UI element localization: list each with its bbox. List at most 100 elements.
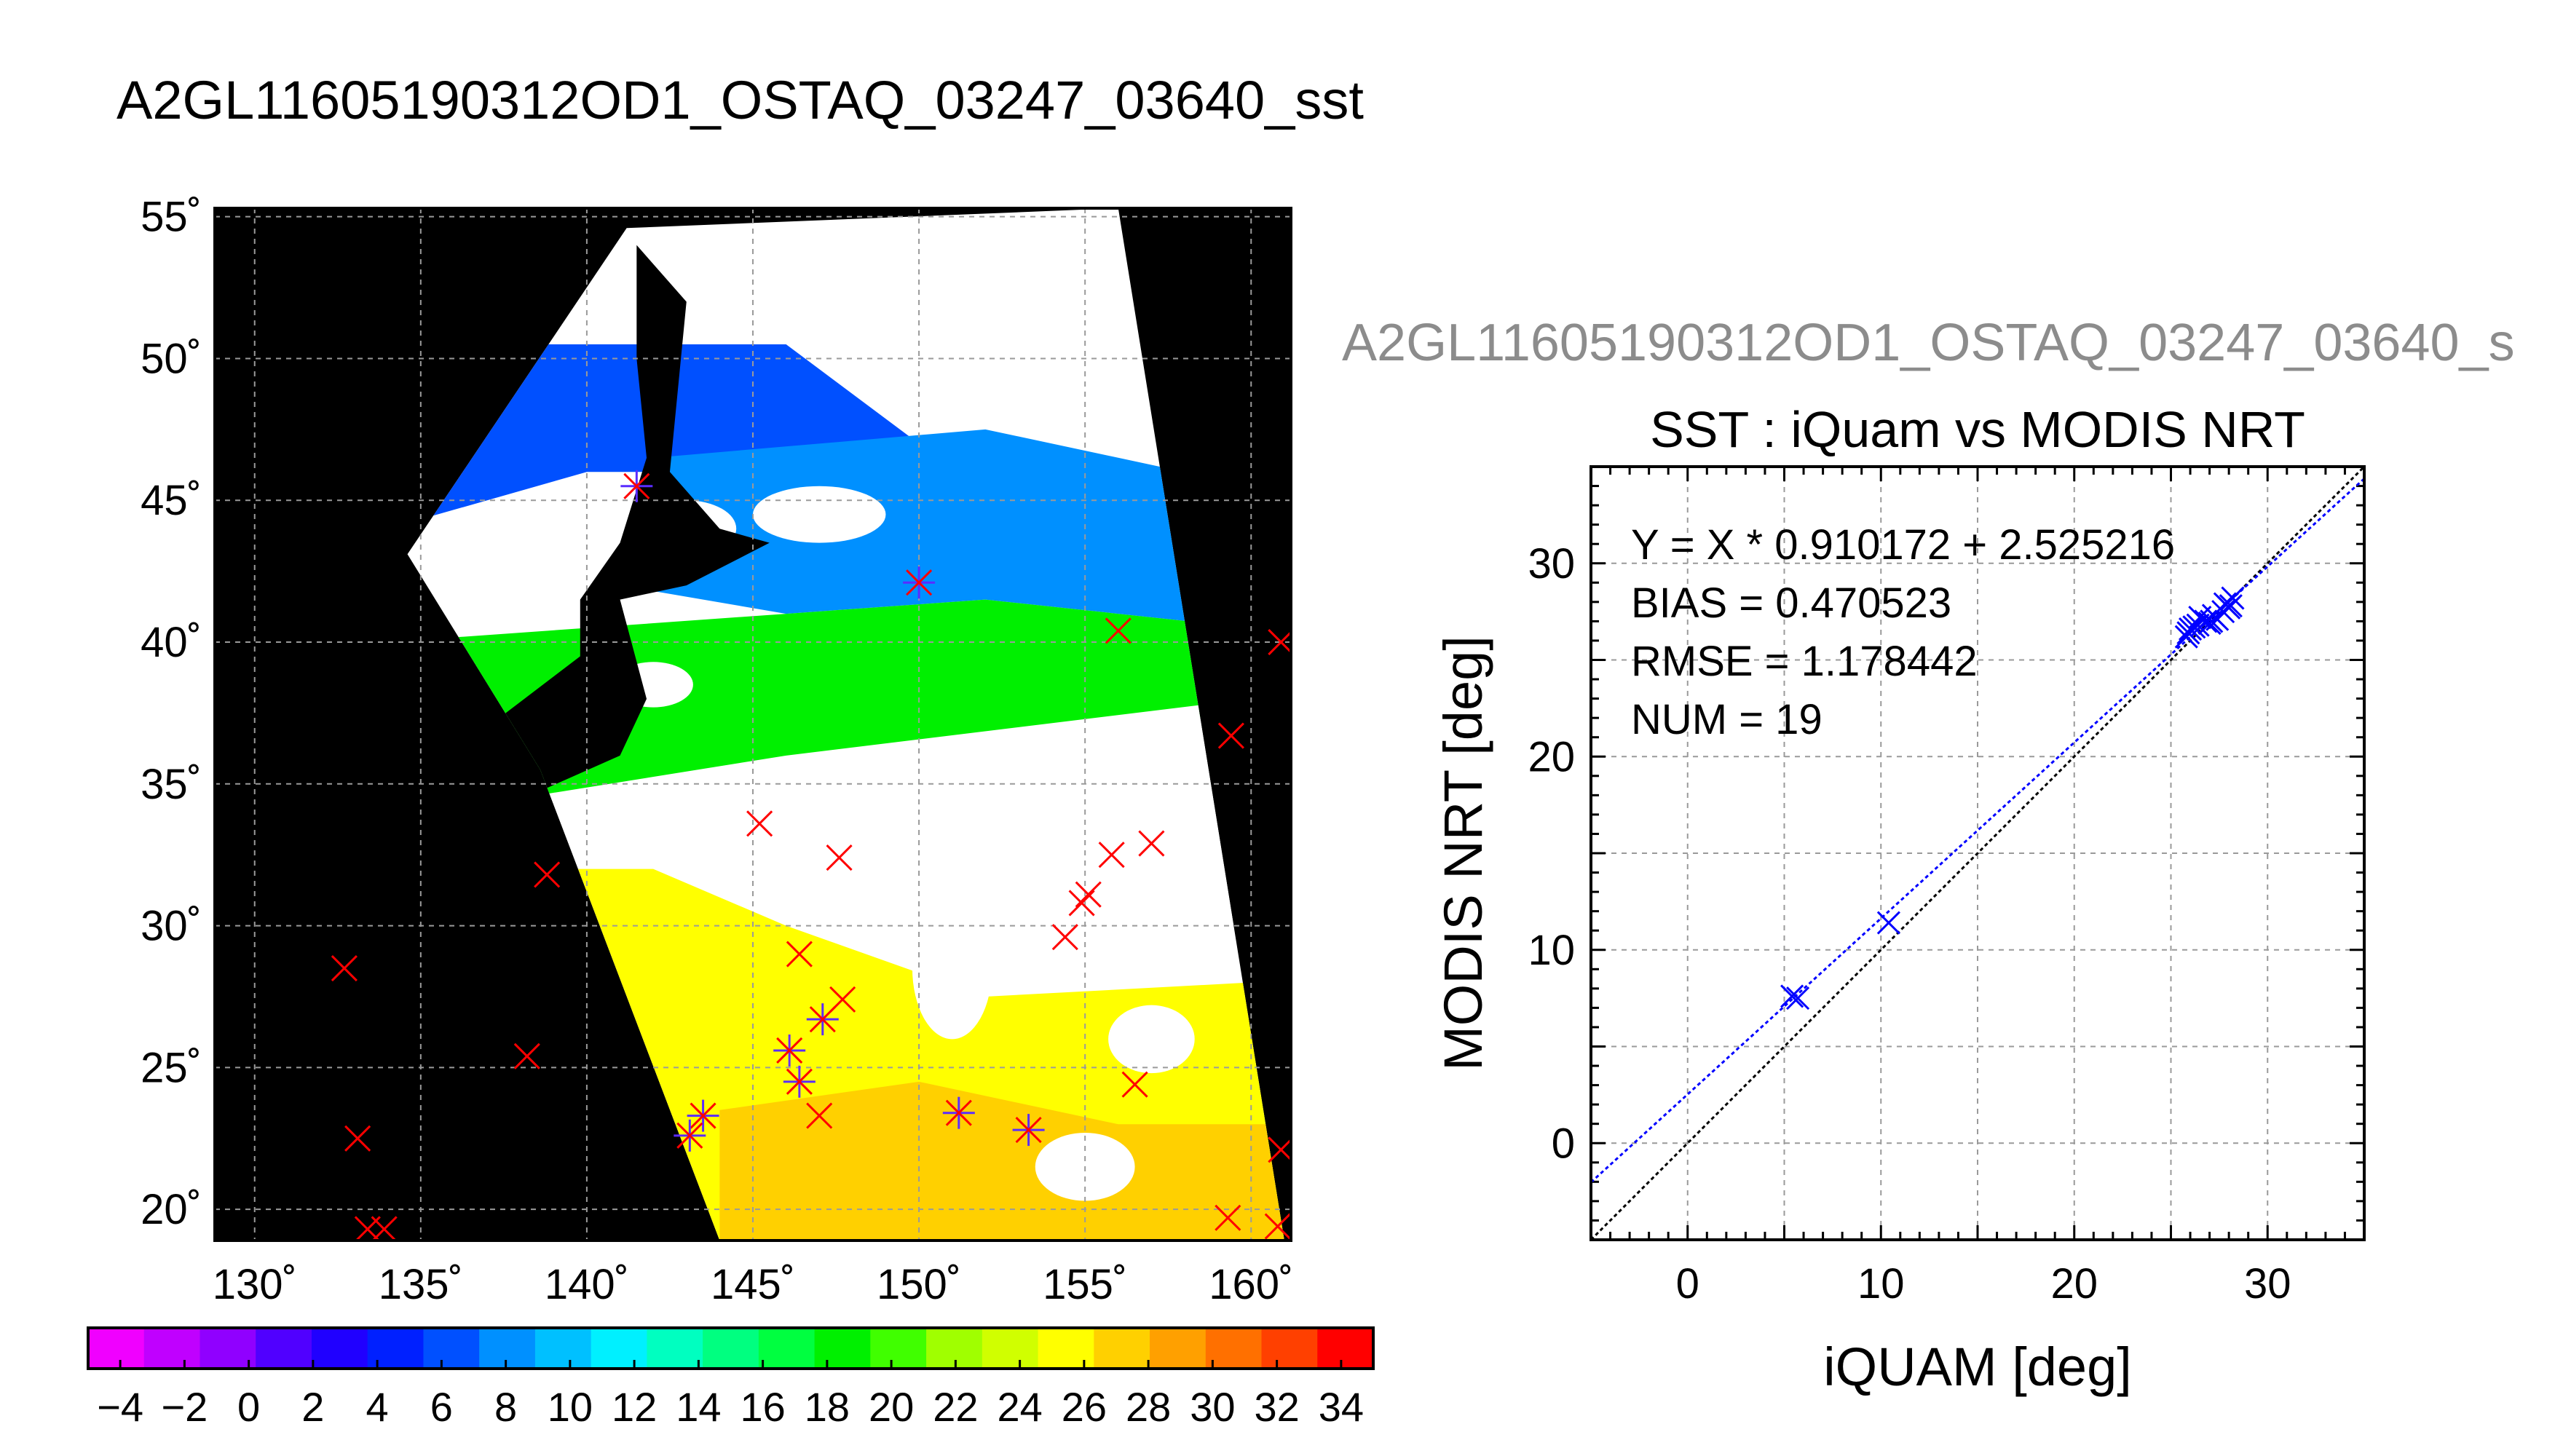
match-point <box>1051 924 1078 951</box>
colorbar-tick-label: 20 <box>869 1384 914 1430</box>
colorbar-segment <box>143 1328 201 1369</box>
colorbar-segment <box>1094 1328 1151 1369</box>
colorbar-tick-label: 30 <box>1190 1384 1235 1430</box>
colorbar-tick-label: 16 <box>740 1384 785 1430</box>
colorbar-tick-label: 12 <box>612 1384 657 1430</box>
match-point <box>344 1125 371 1152</box>
map-ytick-label: 40˚ <box>141 619 202 666</box>
match-point <box>826 844 853 871</box>
colorbar-segment <box>1038 1328 1095 1369</box>
colorbar-tick-label: 24 <box>997 1384 1042 1430</box>
colorbar-segment <box>311 1328 368 1369</box>
match-point <box>746 810 773 837</box>
match-point <box>1268 628 1291 656</box>
match-point <box>776 1037 803 1064</box>
scatter-xtick-label: 0 <box>1676 1260 1699 1307</box>
match-point <box>690 1102 716 1129</box>
match-point <box>1105 617 1132 644</box>
scatter-annotation: RMSE = 1.178442 <box>1631 638 1978 685</box>
colorbar-tick-label: 26 <box>1062 1384 1107 1430</box>
colorbar-segment <box>367 1328 424 1369</box>
map-xtick-label: 150˚ <box>877 1261 961 1308</box>
scatter-point <box>2176 621 2200 645</box>
colorbar-segment <box>423 1328 481 1369</box>
match-point <box>1264 1213 1291 1240</box>
match-point <box>806 1102 833 1129</box>
match-point <box>371 1216 398 1241</box>
colorbar-tick-label: 14 <box>676 1384 721 1430</box>
sst-region-north-pacific <box>620 429 1252 628</box>
match-point <box>786 1068 813 1095</box>
colorbar-tick-label: −2 <box>161 1384 208 1430</box>
scatter-xtick-label: 30 <box>2244 1260 2291 1307</box>
colorbar-segment <box>479 1328 536 1369</box>
colorbar-tick-label: 0 <box>237 1384 260 1430</box>
colorbar-tick-label: 22 <box>933 1384 978 1430</box>
scatter-point <box>2178 617 2203 641</box>
scatter-xtick-label: 10 <box>1857 1260 1905 1307</box>
cloud-patch-1 <box>952 769 1152 855</box>
map-ytick-label: 25˚ <box>141 1044 202 1091</box>
colorbar-segment <box>88 1328 145 1369</box>
scatter-point <box>2186 613 2210 637</box>
match-point <box>945 1099 972 1126</box>
colorbar-tick-label: 34 <box>1319 1384 1364 1430</box>
scatter-annotation: NUM = 19 <box>1631 696 1823 743</box>
match-point <box>1215 1204 1241 1231</box>
match-point <box>1268 1136 1291 1163</box>
colorbar-tick-label: −4 <box>97 1384 143 1430</box>
scatter-title: SST : iQuam vs MODIS NRT <box>1650 401 2305 458</box>
match-point <box>331 954 358 982</box>
scatter-annotation: BIAS = 0.470523 <box>1631 579 1951 627</box>
cloud-patch-0 <box>769 806 936 875</box>
scatter-annotation: Y = X * 0.910172 + 2.525216 <box>1631 521 2175 569</box>
scatter-point <box>1786 986 1810 1010</box>
colorbar-tick-label: 32 <box>1254 1384 1299 1430</box>
colorbar-segment <box>1261 1328 1319 1369</box>
cloud-patch-3 <box>1108 1005 1195 1074</box>
colorbar-segment <box>591 1328 648 1369</box>
map-ytick-label: 45˚ <box>141 477 202 524</box>
match-point <box>809 1006 836 1033</box>
scatter-ylabel: MODIS NRT [deg] <box>1433 636 1493 1071</box>
map-xtick-label: 135˚ <box>379 1261 463 1308</box>
scatter-point <box>2219 594 2243 618</box>
colorbar-tick-label: 8 <box>494 1384 517 1430</box>
map-grid <box>215 208 1291 1241</box>
match-point <box>1217 722 1244 749</box>
main-title: A2GL11605190312OD1_OSTAQ_03247_03640_sst <box>117 70 1364 130</box>
map-xtick-label: 140˚ <box>545 1261 629 1308</box>
match-point <box>786 941 813 968</box>
colorbar-segment <box>256 1328 312 1369</box>
map-markers <box>331 470 1291 1241</box>
colorbar-segment <box>1150 1328 1207 1369</box>
map-xtick-label: 155˚ <box>1043 1261 1127 1308</box>
match-point <box>513 1042 540 1069</box>
colorbar-segment <box>814 1328 872 1369</box>
land-japan <box>420 245 770 799</box>
colorbar-tick-label: 4 <box>366 1384 389 1430</box>
map-ytick-label: 55˚ <box>141 194 202 241</box>
colorbar-tick-label: 10 <box>548 1384 593 1430</box>
scatter-point <box>1780 984 1804 1008</box>
match-point <box>1098 842 1125 869</box>
cloud-patch-2 <box>912 897 992 1040</box>
map-xtick-label: 145˚ <box>711 1261 795 1308</box>
match-point <box>1068 890 1095 917</box>
map-ytick-label: 30˚ <box>141 903 202 950</box>
scatter-xlabel: iQUAM [deg] <box>1823 1337 2132 1397</box>
map-xtick-label: 160˚ <box>1209 1261 1293 1308</box>
scatter-point <box>1876 911 1900 935</box>
map-ytick-label: 50˚ <box>141 335 202 382</box>
scatter-frame <box>1590 465 2366 1241</box>
match-point <box>1015 1117 1042 1144</box>
scatter-ytick-label: 0 <box>1552 1120 1575 1167</box>
scatter-ytick-label: 20 <box>1528 733 1575 780</box>
match-point <box>623 472 650 499</box>
scatter-point <box>2200 609 2224 633</box>
map-xtick-label: 130˚ <box>213 1261 297 1308</box>
colorbar-segment <box>1317 1328 1374 1369</box>
